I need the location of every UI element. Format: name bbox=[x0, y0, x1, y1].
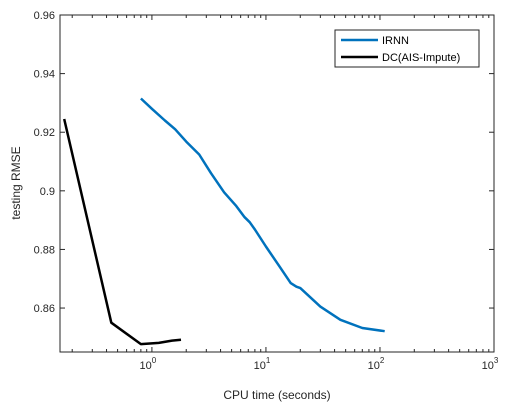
y-axis-title: testing RMSE bbox=[9, 146, 23, 219]
legend-label-dc-ais-impute: DC(AIS-Impute) bbox=[382, 52, 460, 64]
legend: IRNN DC(AIS-Impute) bbox=[334, 29, 480, 68]
x-tick-exponent: 0 bbox=[152, 356, 157, 365]
legend-label-irnn: IRNN bbox=[382, 35, 409, 47]
series-line-dc-ais-impute bbox=[62, 118, 182, 346]
x-tick-base: 10 bbox=[140, 360, 152, 372]
x-tick-label: 102 bbox=[368, 356, 385, 372]
x-tick-exponent: 3 bbox=[494, 356, 499, 365]
axes-box bbox=[59, 14, 495, 353]
y-tick-label: 0.94 bbox=[34, 69, 55, 81]
x-tick-exponent: 2 bbox=[380, 356, 385, 365]
x-tick-base: 10 bbox=[254, 360, 266, 372]
series-layer bbox=[62, 97, 385, 346]
y-tick-label: 0.88 bbox=[34, 244, 55, 256]
legend-box bbox=[334, 29, 480, 68]
y-tick-label: 0.86 bbox=[34, 303, 55, 315]
x-tick-label: 103 bbox=[482, 356, 499, 372]
x-tick-base: 10 bbox=[368, 360, 380, 372]
x-tick-label: 101 bbox=[254, 356, 271, 372]
x-tick-exponent: 1 bbox=[266, 356, 271, 365]
y-tick-label: 0.92 bbox=[34, 127, 55, 139]
plot-area bbox=[59, 14, 495, 353]
y-tick-label: 0.96 bbox=[34, 10, 55, 22]
x-tick-base: 10 bbox=[482, 360, 494, 372]
series-line-irnn bbox=[140, 97, 385, 333]
x-axis-title: CPU time (seconds) bbox=[223, 388, 330, 402]
x-tick-label: 100 bbox=[140, 356, 157, 372]
y-tick-label: 0.9 bbox=[40, 186, 55, 198]
